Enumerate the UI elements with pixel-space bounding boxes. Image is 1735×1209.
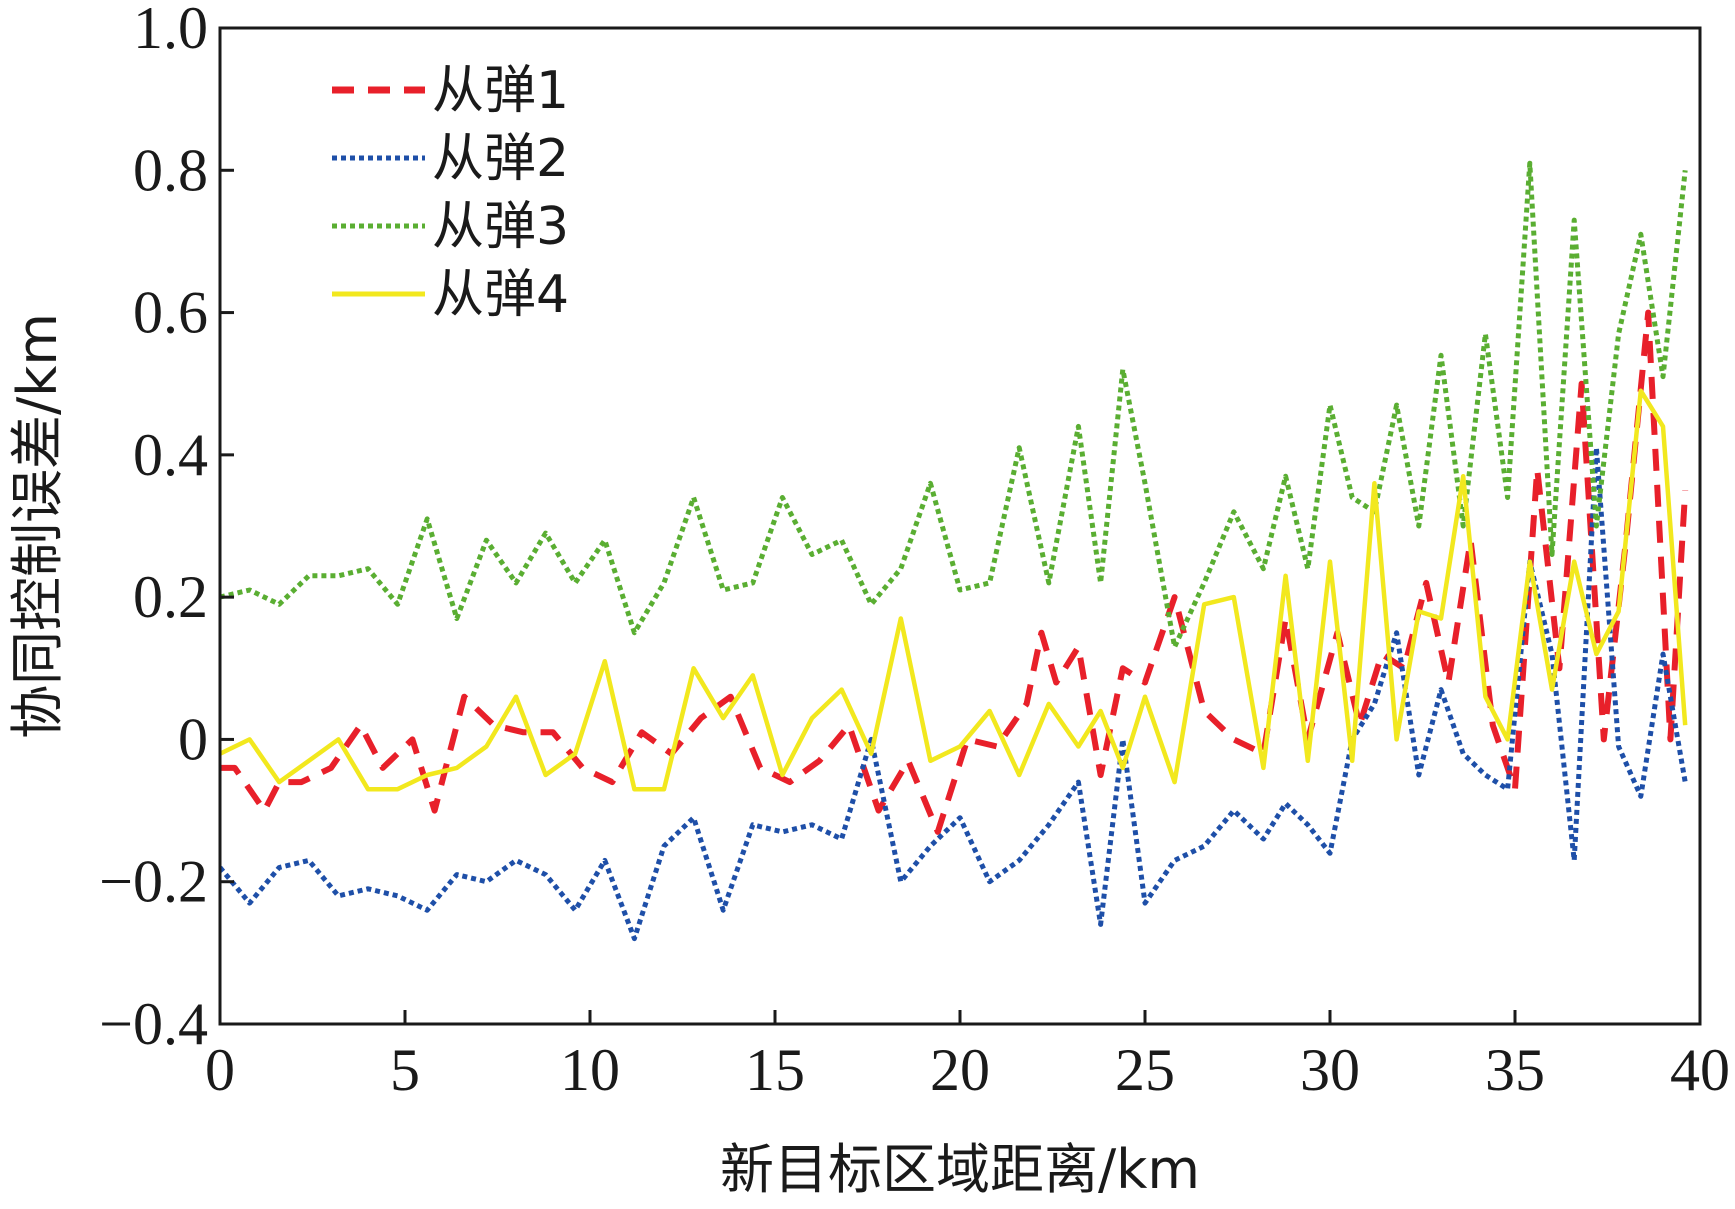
y-tick-label: 0.4	[133, 422, 208, 488]
series-line-2	[220, 445, 1688, 942]
y-tick-label: 1.0	[133, 0, 208, 61]
legend-label-2: 从弹2	[432, 129, 569, 189]
tick-layer: 0 5 10 15 20 25 30 35 40 −0.4 −0.2 0 0.2 0.4 0.6 0.8 1.0	[99, 0, 1730, 1103]
x-tick-label: 5	[390, 1037, 420, 1103]
y-tick-label: −0.2	[99, 849, 208, 915]
legend: 从弹1 从弹2 从弹3 从弹4	[332, 61, 569, 325]
series-layer	[220, 160, 1689, 942]
y-tick-label: −0.4	[99, 991, 208, 1057]
x-tick-label: 0	[205, 1037, 235, 1103]
legend-label-1: 从弹1	[432, 61, 569, 121]
series-line-3	[220, 160, 1688, 650]
x-tick-label: 15	[745, 1037, 805, 1103]
x-tick-label: 40	[1670, 1037, 1730, 1103]
x-axis-title: 新目标区域距离/km	[720, 1138, 1200, 1201]
y-tick-label: 0.6	[133, 280, 208, 346]
legend-label-3: 从弹3	[432, 197, 569, 257]
y-tick-label: 0	[178, 706, 208, 772]
y-tick-label: 0.8	[133, 137, 208, 203]
y-axis-title: 协同控制误差/km	[6, 313, 69, 739]
x-tick-label: 20	[930, 1037, 990, 1103]
x-tick-label: 10	[560, 1037, 620, 1103]
series-line-1	[220, 309, 1689, 835]
y-tick-label: 0.2	[133, 564, 208, 630]
series-line-4	[220, 388, 1688, 792]
x-tick-label: 30	[1300, 1037, 1360, 1103]
x-tick-label: 35	[1485, 1037, 1545, 1103]
legend-label-4: 从弹4	[432, 265, 569, 325]
x-tick-label: 25	[1115, 1037, 1175, 1103]
